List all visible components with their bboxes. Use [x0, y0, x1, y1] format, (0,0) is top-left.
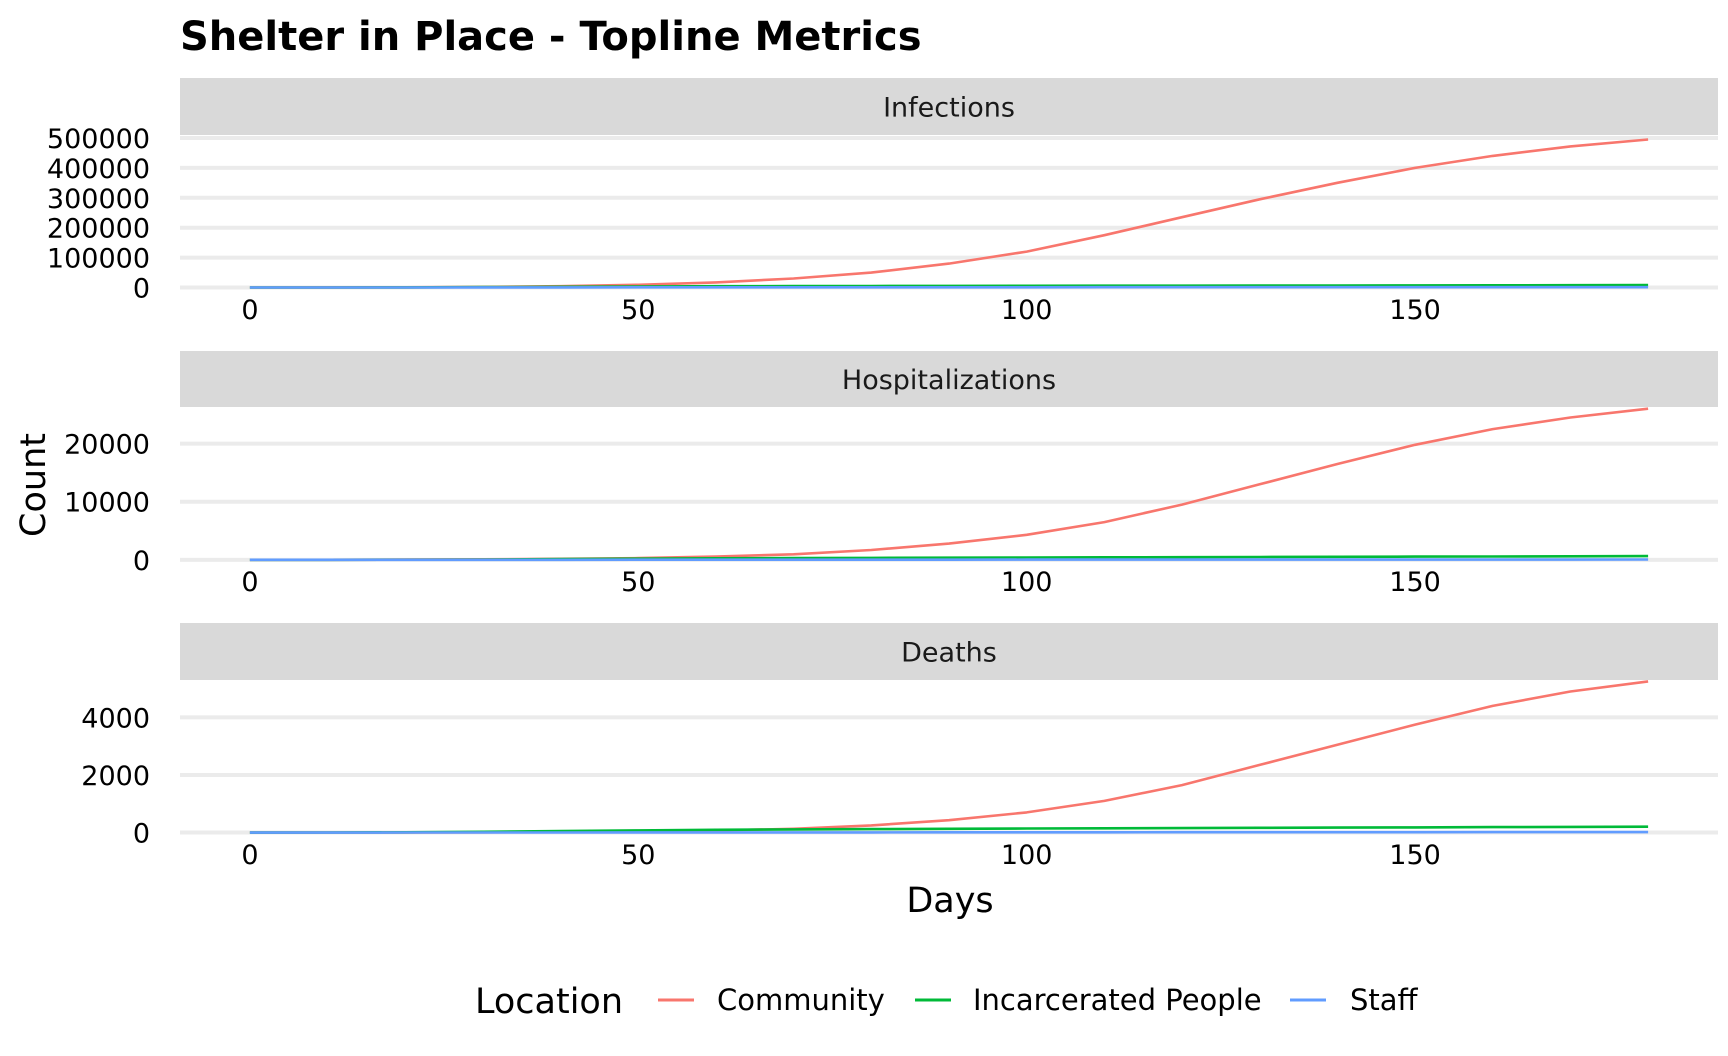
series-line-staff — [249, 830, 1649, 834]
x-tick-label: 0 — [241, 840, 258, 871]
x-tick-label: 100 — [1001, 295, 1053, 326]
y-tick-label: 2000 — [81, 761, 150, 792]
x-axis-title: Days — [906, 881, 993, 921]
x-tick-label: 150 — [1389, 840, 1441, 871]
y-tick-label: 0 — [133, 546, 150, 577]
x-tick-label: 50 — [621, 295, 655, 326]
x-tick-label: 150 — [1389, 295, 1441, 326]
x-tick-label: 100 — [1001, 840, 1053, 871]
x-tick-label: 50 — [621, 840, 655, 871]
x-tick-label: 0 — [241, 567, 258, 598]
chart-title: Shelter in Place - Topline Metrics — [180, 14, 922, 60]
y-tick-label: 500000 — [47, 124, 150, 155]
facet-strip — [180, 351, 1718, 407]
y-tick-label: 100000 — [47, 244, 150, 275]
facet-panel-infections: Infections010000020000030000040000050000… — [47, 78, 1718, 326]
facet-strip-label: Infections — [883, 93, 1015, 124]
x-tick-label: 100 — [1001, 567, 1053, 598]
x-tick-label: 0 — [241, 295, 258, 326]
y-tick-label: 10000 — [64, 488, 150, 519]
y-tick-label: 200000 — [47, 214, 150, 245]
facet-strip — [180, 623, 1718, 680]
facet-panels: Infections010000020000030000040000050000… — [47, 78, 1718, 871]
facet-strip-label: Deaths — [901, 638, 997, 669]
legend-label-staff: Staff — [1350, 983, 1419, 1017]
y-tick-label: 300000 — [47, 184, 150, 215]
legend-label-incarcerated-people: Incarcerated People — [973, 983, 1262, 1017]
y-tick-label: 400000 — [47, 154, 150, 185]
facet-strip-label: Hospitalizations — [842, 365, 1056, 396]
legend-title: Location — [475, 982, 623, 1022]
y-tick-label: 0 — [133, 274, 150, 305]
y-tick-label: 0 — [133, 819, 150, 850]
y-axis-title: Count — [14, 433, 54, 537]
legend-label-community: Community — [717, 983, 885, 1017]
legend: Location Community Incarcerated People Sta… — [475, 982, 1419, 1022]
y-tick-label: 4000 — [81, 703, 150, 734]
facet-panel-hospitalizations: Hospitalizations 0 10000 20000 0 50 100 150 — [64, 351, 1718, 598]
x-tick-label: 50 — [621, 567, 655, 598]
facet-panel-deaths: Deaths 0 2000 4000 0 50 100 150 — [81, 623, 1718, 871]
x-tick-label: 150 — [1389, 567, 1441, 598]
facet-strip — [180, 78, 1718, 135]
y-tick-label: 20000 — [64, 430, 150, 461]
